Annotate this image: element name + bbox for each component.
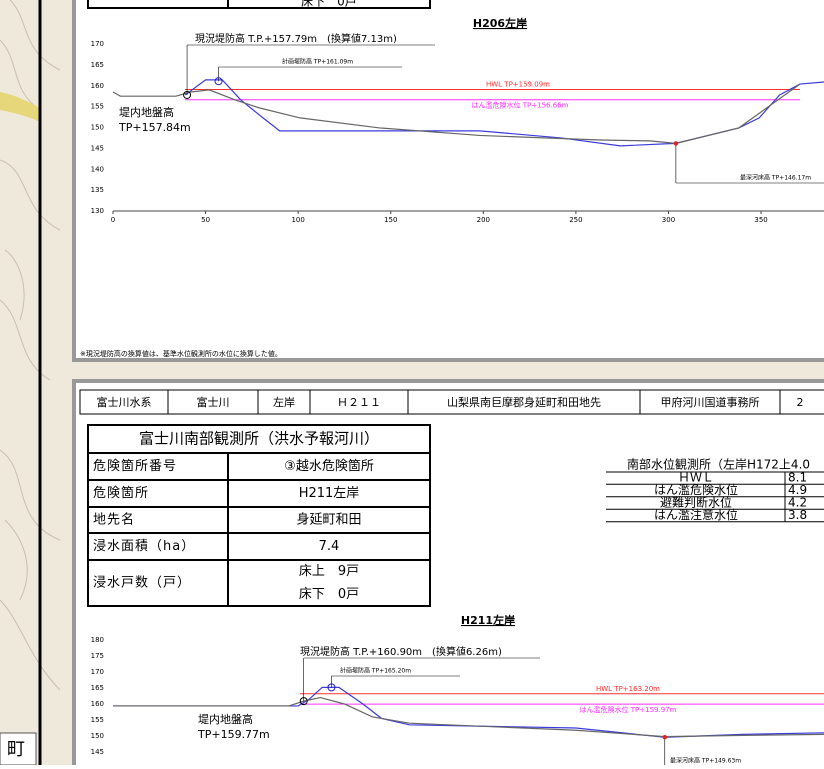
y-tick-label: 150 [91,124,104,132]
y-tick-label: 160 [91,700,104,708]
level-label: HWL TP+163.20m [596,685,660,693]
marker [662,734,667,740]
y-tick-label: 180 [91,636,104,644]
info-value: 床上 9戸 [299,564,359,579]
info-label: 危険箇所 [93,485,149,501]
land-label: 堤内地盤高 [119,105,174,119]
info-table [87,424,431,607]
x-tick-label: 150 [384,216,397,224]
annotation: 最深河床高 TP+149.63m [670,757,741,765]
map-label: 町 [7,739,25,760]
annotation: 計画堤防高 TP+165.20m [340,667,411,675]
y-tick-label: 135 [91,186,104,194]
info-value: H211左岸 [299,486,360,501]
level-value: 4.9 [788,483,807,497]
header-cell: 富士川 [197,395,230,409]
level-label: はん濫危険水位 TP+156.66m [472,101,569,110]
header-cell: 富士川水系 [97,395,152,409]
header-cell: 甲府河川国道事務所 [661,395,760,409]
y-tick-label: 145 [91,144,104,152]
profile-line [184,79,824,147]
x-tick-label: 300 [662,216,675,224]
marker [299,697,308,706]
x-tick-label: 50 [201,216,210,224]
map-road [0,92,40,122]
header-cell: 山梨県南巨摩郡身延町和田地先 [447,395,601,409]
x-tick-label: 250 [569,216,582,224]
level-label: ＨＷＬ [678,471,714,485]
x-tick-label: 350 [754,216,767,224]
y-tick-label: 140 [91,165,104,173]
annotation: 現況堤防高 T.P.+157.79m (換算値7.13m) [195,32,397,45]
info-value: 7.4 [319,539,340,554]
marker [673,141,679,146]
annotation: 計画堤防高 TP+161.09m [282,58,353,66]
table-tail [87,0,431,9]
y-tick-label: 165 [91,684,104,692]
header-row [79,389,824,415]
land-label: 堤内地盤高 [198,712,253,726]
marker [327,683,336,692]
level-value: 8.1 [788,471,807,485]
annotation: 最深河床高 TP+146.17m [740,174,811,182]
level-title: 南部水位観測所（左岸H172上4.0 [627,457,810,472]
info-title: 富士川南部観測所（洪水予報河川） [139,430,379,448]
profile-line [112,83,801,144]
y-tick-label: 130 [91,207,104,215]
header-cell: 2 [797,396,804,409]
chart-title: H211左岸 [461,613,515,627]
info-value: ③越水危険箇所 [284,458,374,474]
x-tick-label: 100 [291,216,304,224]
y-tick-label: 170 [91,40,104,48]
info-label: 浸水面積（ha） [93,539,195,554]
y-tick-label: 160 [91,82,104,90]
land-value: TP+157.84m [118,121,191,134]
annotation: 現況堤防高 T.P.+160.90m (換算値6.26m) [300,645,502,658]
y-tick-label: 155 [91,103,104,111]
info-value: 身延町和田 [296,512,361,528]
y-tick-label: 150 [91,732,104,740]
chart-title: H206左岸 [473,16,527,30]
y-tick-label: 165 [91,61,104,69]
info-label: 危険箇所番号 [93,458,177,474]
level-label: はん濫注意水位 [654,507,738,522]
level-label: はん濫危険水位 TP+159.97m [580,705,677,714]
header-cell: 左岸 [273,396,295,409]
header-cell: Ｈ２１１ [337,396,381,409]
panel-1 [72,0,824,362]
level-label: HWL TP+159.09m [486,81,550,89]
info-label: 地先名 [93,512,135,528]
info-value: 床下 0戸 [299,587,359,602]
level-value: 3.8 [788,508,807,522]
note: ※現況堤防高の換算値は、基準水位観測所の水位に換算した値。 [80,349,282,358]
x-tick-label: 200 [477,216,490,224]
profile-line [113,696,824,738]
level-label: 避難判断水位 [660,495,732,510]
y-tick-label: 175 [91,652,104,660]
marker [183,90,192,99]
level-label: はん濫危険水位 [654,482,738,497]
map-contours [0,0,61,691]
land-value: TP+159.77m [197,728,270,741]
info-label: 浸水戸数（戸） [93,576,191,591]
y-tick-label: 155 [91,716,104,724]
y-tick-label: 170 [91,668,104,676]
x-tick-label: 0 [111,216,115,224]
table-tail-text: 床下 0戸 [301,0,357,9]
marker [214,77,223,86]
level-value: 4.2 [788,496,807,510]
y-tick-label: 145 [91,748,104,756]
